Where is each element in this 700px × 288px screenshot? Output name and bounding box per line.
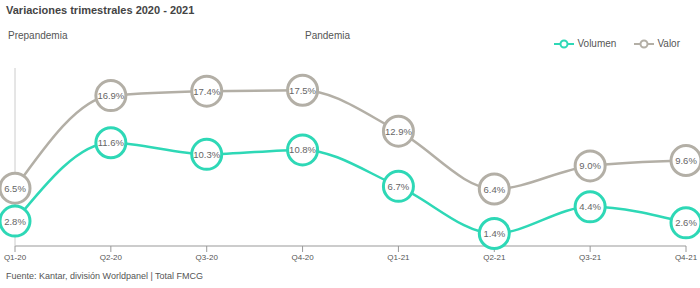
svg-text:Q4-21: Q4-21 [675, 253, 692, 262]
svg-text:10.3%: 10.3% [193, 149, 220, 160]
svg-text:6.4%: 6.4% [483, 184, 505, 195]
svg-text:Q2-21: Q2-21 [483, 253, 506, 262]
svg-text:Q3-20: Q3-20 [196, 253, 219, 262]
svg-text:9.0%: 9.0% [579, 160, 601, 171]
svg-text:2.6%: 2.6% [675, 217, 692, 228]
svg-text:Q3-21: Q3-21 [579, 253, 602, 262]
svg-text:1.4%: 1.4% [483, 228, 505, 239]
svg-text:17.5%: 17.5% [289, 85, 316, 96]
svg-text:10.8%: 10.8% [289, 144, 316, 155]
svg-text:17.4%: 17.4% [193, 86, 220, 97]
svg-text:6.7%: 6.7% [388, 181, 410, 192]
html-text:Prepandemia: Prepandemia [8, 30, 68, 41]
html-text:Pandemia: Pandemia [305, 30, 350, 41]
svg-text:Q1-20: Q1-20 [8, 253, 27, 262]
html-text:Variaciones trimestrales 2020: Variaciones trimestrales 2020 - 2021 [6, 4, 195, 16]
svg-text:Q1-21: Q1-21 [387, 253, 410, 262]
svg-text:2.8%: 2.8% [8, 216, 26, 227]
svg-text:9.6%: 9.6% [675, 155, 692, 166]
svg-text:Q4-20: Q4-20 [291, 253, 314, 262]
svg-text:12.9%: 12.9% [385, 126, 412, 137]
svg-text:4.4%: 4.4% [579, 201, 601, 212]
svg-text:11.6%: 11.6% [98, 137, 125, 148]
svg-text:6.5%: 6.5% [8, 183, 26, 194]
html-text:Fuente: Kantar, división World: Fuente: Kantar, división Worldpanel | To… [6, 271, 204, 281]
svg-text:16.9%: 16.9% [97, 90, 124, 101]
svg-text:Q2-20: Q2-20 [100, 253, 123, 262]
html-text:Valor: Valor [657, 38, 680, 49]
html-text:Volumen: Volumen [577, 38, 617, 49]
